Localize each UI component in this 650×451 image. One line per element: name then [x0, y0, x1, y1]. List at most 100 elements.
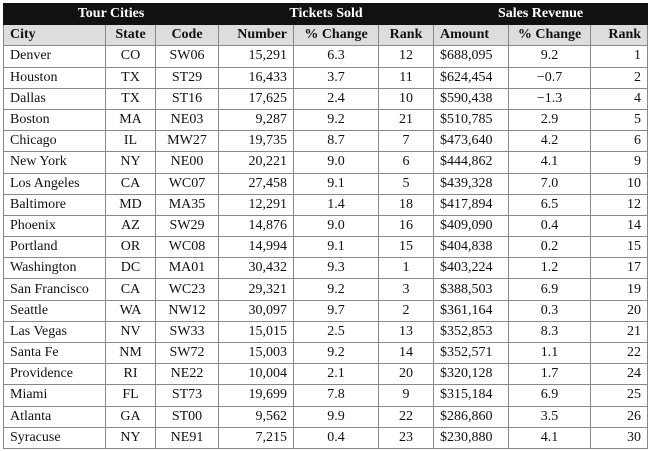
table-cell: 15,003 — [218, 341, 295, 365]
table-cell: NW12 — [154, 299, 220, 322]
table-row: Chicago IL MW27 19,735 8.7 7 $473,640 4.2 6 — [3, 130, 649, 153]
table-cell: 14 — [590, 214, 649, 238]
table-cell: Portland — [3, 236, 106, 259]
table-cell: $417,894 — [433, 193, 510, 216]
table-cell: 9.1 — [293, 172, 380, 195]
table-cell: 7.0 — [508, 172, 592, 195]
group-header: Sales Revenue — [433, 2, 649, 26]
table-cell: 9.7 — [293, 299, 380, 322]
table-cell: NE22 — [154, 363, 220, 386]
table-cell: 14,876 — [218, 214, 295, 238]
table-cell: CA — [105, 172, 156, 195]
table-cell: 30 — [590, 426, 649, 449]
table-cell: $439,328 — [433, 172, 510, 195]
table-cell: 6.3 — [293, 45, 380, 68]
table-cell: NY — [105, 426, 156, 449]
table-row: Boston MA NE03 9,287 9.2 21 $510,785 2.9 5 — [3, 108, 649, 132]
table-cell: IL — [105, 130, 156, 153]
table-cell: Atlanta — [3, 405, 106, 428]
table-cell: SW72 — [154, 341, 220, 365]
table-cell: 2 — [590, 66, 649, 89]
table-cell: 27,458 — [218, 172, 295, 195]
table-cell: 0.4 — [293, 426, 380, 449]
column-header: Rank — [378, 24, 435, 47]
table-cell: 3 — [378, 278, 435, 301]
table-cell: 9,287 — [218, 108, 295, 132]
table-cell: WC07 — [154, 172, 220, 195]
table-cell: 13 — [378, 320, 435, 344]
table-cell: 9 — [590, 151, 649, 174]
table-cell: MA — [105, 108, 156, 132]
table-cell: 0.3 — [508, 299, 592, 322]
table-cell: 15,291 — [218, 45, 295, 68]
table-cell: SW33 — [154, 320, 220, 344]
table-head: Tour Cities Tickets Sold Sales Revenue C… — [2, 2, 649, 47]
table-cell: 4.1 — [508, 426, 592, 449]
column-header: Code — [154, 24, 220, 47]
table-cell: Miami — [3, 384, 106, 407]
table-cell: 12 — [590, 193, 649, 216]
table-cell: 16,433 — [218, 66, 295, 89]
table-cell: 19,699 — [218, 384, 295, 407]
table-cell: 9.2 — [293, 278, 380, 301]
table-cell: NY — [105, 151, 156, 174]
table-cell: NE03 — [154, 108, 220, 132]
table-body: Denver CO SW06 15,291 6.3 12 $688,095 9.2 1 Houst… — [3, 45, 649, 449]
table-row: Washington DC MA01 30,432 9.3 1 $403,224 1.2 17 — [3, 257, 649, 280]
table-cell: 17 — [590, 257, 649, 280]
table-cell: Las Vegas — [3, 320, 106, 344]
table-cell: GA — [105, 405, 156, 428]
table-cell: 9.2 — [293, 341, 380, 365]
table-cell: TX — [105, 66, 156, 89]
table-cell: 18 — [378, 193, 435, 216]
table-cell: 16 — [378, 214, 435, 238]
table-cell: 7.8 — [293, 384, 380, 407]
table-cell: $510,785 — [433, 108, 510, 132]
table-cell: 0.4 — [508, 214, 592, 238]
column-header: % Change — [293, 24, 380, 47]
table-cell: 24 — [590, 363, 649, 386]
table-cell: 12,291 — [218, 193, 295, 216]
table-cell: 9.1 — [293, 236, 380, 259]
table-cell: 21 — [378, 108, 435, 132]
table-row: Seattle WA NW12 30,097 9.7 2 $361,164 0.3 20 — [3, 299, 649, 322]
table-cell: $409,090 — [433, 214, 510, 238]
table-cell: 10 — [590, 172, 649, 195]
table-cell: 1.7 — [508, 363, 592, 386]
table-row: Atlanta GA ST00 9,562 9.9 22 $286,860 3.5 26 — [3, 405, 649, 428]
table-cell: ST29 — [154, 66, 220, 89]
table-cell: 3.5 — [508, 405, 592, 428]
column-header: % Change — [508, 24, 592, 47]
table-cell: 5 — [378, 172, 435, 195]
table-cell: 23 — [378, 426, 435, 449]
table-row: Phoenix AZ SW29 14,876 9.0 16 $409,090 0.4 14 — [3, 214, 649, 238]
table-cell: Chicago — [3, 130, 106, 153]
table-cell: 26 — [590, 405, 649, 428]
table-cell: 1.4 — [293, 193, 380, 216]
table-cell: WC08 — [154, 236, 220, 259]
table-cell: NE91 — [154, 426, 220, 449]
table-cell: RI — [105, 363, 156, 386]
table-cell: $320,128 — [433, 363, 510, 386]
table-cell: 4 — [590, 87, 649, 110]
table-cell: 22 — [378, 405, 435, 428]
table-cell: FL — [105, 384, 156, 407]
table-cell: MA01 — [154, 257, 220, 280]
column-header: City — [3, 24, 106, 47]
group-header: Tour Cities — [2, 2, 220, 26]
table-cell: Syracuse — [3, 426, 106, 449]
table-cell: $404,838 — [433, 236, 510, 259]
table-cell: 21 — [590, 320, 649, 344]
table-cell: 20 — [590, 299, 649, 322]
table-cell: 5 — [590, 108, 649, 132]
table-cell: Denver — [3, 45, 106, 68]
table-cell: Seattle — [3, 299, 106, 322]
table-cell: WA — [105, 299, 156, 322]
table-row: Santa Fe NM SW72 15,003 9.2 14 $352,571 1.1 22 — [3, 341, 649, 365]
column-header-row: City State Code Number% Change Rank Amount% C… — [3, 24, 649, 47]
table-cell: 7 — [378, 130, 435, 153]
table-cell: 19 — [590, 278, 649, 301]
table-cell: 2.5 — [293, 320, 380, 344]
table-cell: 4.2 — [508, 130, 592, 153]
table-cell: ST00 — [154, 405, 220, 428]
